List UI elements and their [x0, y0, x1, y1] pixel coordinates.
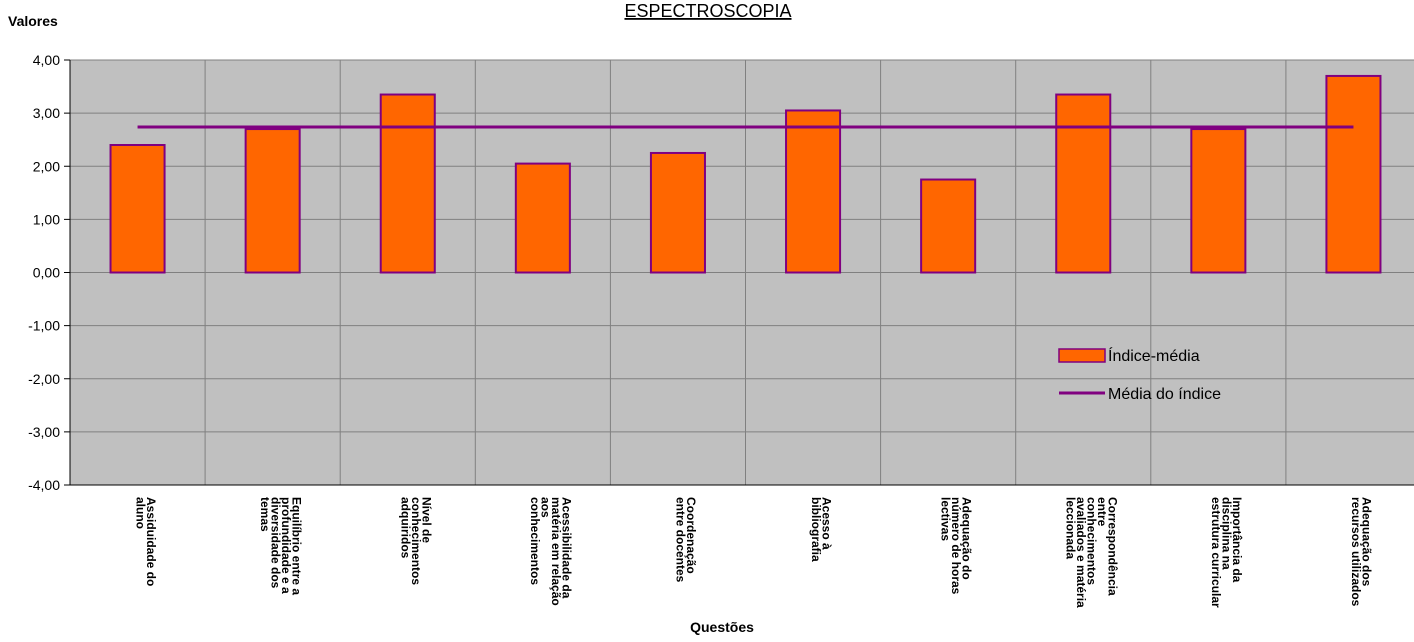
x-tick-label: Correspondênciaentreconhecimentosavaliad… — [1063, 497, 1119, 608]
x-tick-label-line: aos — [539, 497, 553, 518]
bar — [109, 144, 166, 274]
x-tick-label-line: conhecimentos — [1084, 497, 1098, 585]
legend-label: Média do índice — [1108, 386, 1221, 403]
x-tick-label-line: estrutura curricular — [1209, 497, 1223, 608]
x-tick-label-line: lectivas — [939, 497, 953, 541]
x-axis-label: Questões — [690, 619, 754, 635]
x-tick-label-line: adquiridos — [398, 497, 412, 559]
x-tick-label-line: Nível de — [419, 497, 433, 543]
legend-swatch-bar — [1058, 348, 1106, 363]
bar — [785, 109, 842, 274]
x-tick-label-line: Acesso à — [819, 497, 833, 550]
bar — [379, 93, 436, 274]
x-tick-label-line: disciplina na — [1219, 497, 1233, 570]
y-tick-label: -3,00 — [28, 424, 60, 440]
y-tick-label: 0,00 — [33, 265, 60, 281]
x-tick-label-line: entre docentes — [674, 497, 688, 583]
x-tick-label-line: Coordenação — [684, 497, 698, 574]
bar — [244, 128, 301, 274]
x-tick-label-line: Assiduidade do — [144, 497, 158, 586]
x-tick-label-line: número de horas — [949, 497, 963, 595]
chart-title: ESPECTROSCOPIA — [624, 1, 791, 21]
x-tick-label-line: leccionada — [1063, 497, 1077, 559]
bar — [649, 151, 706, 274]
bar — [1325, 74, 1382, 274]
bar — [514, 162, 571, 274]
y-tick-label: 1,00 — [33, 211, 60, 227]
x-tick-label-line: avaliados e matéria — [1074, 497, 1088, 608]
y-tick-label: -4,00 — [28, 477, 60, 493]
x-tick-label-line: Adequação do — [960, 497, 974, 580]
x-tick-label-line: Importância da — [1230, 497, 1244, 583]
y-tick-label: 4,00 — [33, 52, 60, 68]
x-tick-label-line: entre — [1095, 497, 1109, 527]
x-tick-label-line: matéria em relação — [549, 497, 563, 606]
x-tick-label-line: temas — [258, 497, 272, 532]
y-tick-label: -1,00 — [28, 318, 60, 334]
x-tick-label-line: diversidade dos — [268, 497, 282, 589]
x-tick-label-line: recursos utilizados — [1349, 497, 1363, 607]
y-axis-label: Valores — [8, 13, 58, 29]
x-tick-label-line: Acessibilidade da — [560, 497, 574, 599]
legend: Índice-média Média do índice — [1058, 346, 1221, 403]
x-tick-label-line: Correspondência — [1105, 497, 1119, 596]
bar — [920, 178, 977, 274]
y-tick-label: -2,00 — [28, 371, 60, 387]
x-tick-label-line: profundidade e a — [279, 497, 293, 594]
x-tick-label-line: conhecimentos — [409, 497, 423, 585]
x-tick-label-line: bibliografia — [809, 497, 823, 562]
y-tick-label: 3,00 — [33, 105, 60, 121]
bar — [1055, 93, 1112, 274]
legend-label: Índice-média — [1108, 346, 1200, 365]
bar — [1190, 128, 1247, 274]
x-tick-label-line: conhecimentos — [528, 497, 542, 585]
y-tick-label: 2,00 — [33, 158, 60, 174]
x-tick-label-line: aluno — [133, 497, 147, 529]
x-tick-label-line: Equilíbrio entre a — [289, 497, 303, 595]
x-tick-label-line: Adequação dos — [1360, 497, 1374, 587]
